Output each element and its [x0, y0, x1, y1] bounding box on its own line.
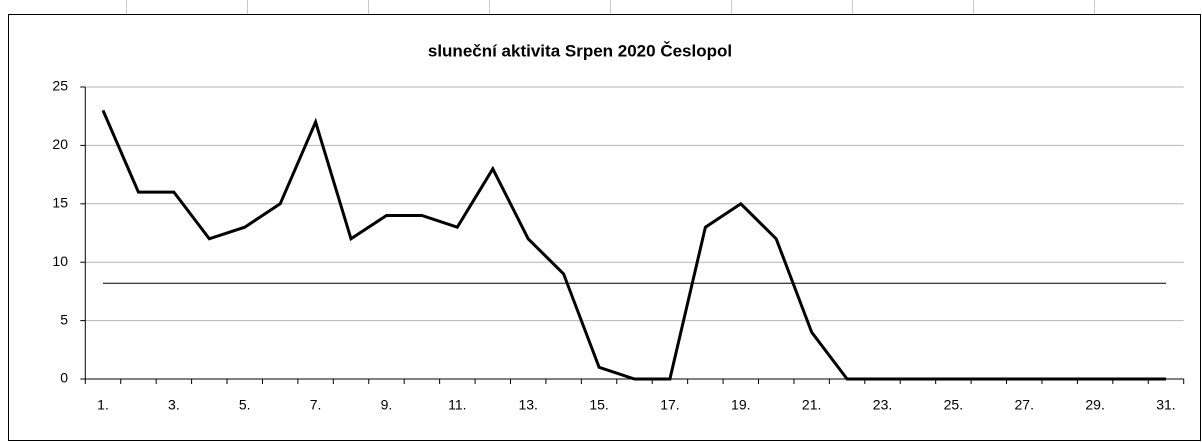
x-tick-label: 15.: [589, 397, 608, 413]
x-tick-label: 27.: [1015, 397, 1034, 413]
y-tick-label: 0: [60, 370, 68, 386]
x-tick-label: 23.: [873, 397, 892, 413]
y-tick-label: 10: [52, 253, 68, 269]
x-tick-label: 29.: [1085, 397, 1104, 413]
y-tick-label: 15: [52, 195, 68, 211]
x-tick-label: 7.: [310, 397, 322, 413]
x-tick-label: 9.: [381, 397, 393, 413]
x-tick-label: 17.: [660, 397, 679, 413]
y-tick-label: 20: [52, 136, 68, 152]
x-tick-label: 5.: [239, 397, 251, 413]
x-tick-label: 19.: [731, 397, 750, 413]
x-tick-label: 25.: [944, 397, 963, 413]
chart-frame: [8, 14, 1201, 441]
x-tick-label: 11.: [448, 397, 466, 413]
data-line: [101, 109, 1166, 381]
x-tick-label: 13.: [518, 397, 537, 413]
x-tick-label: 21.: [802, 397, 821, 413]
x-tick-label: 1.: [97, 397, 109, 413]
x-tick-label: 31.: [1156, 397, 1175, 413]
sheet-grid: [126, 0, 1095, 14]
x-tick-label: 3.: [168, 397, 180, 413]
chart-title: sluneční aktivita Srpen 2020 Česlopol: [428, 41, 732, 60]
y-tick-label: 25: [52, 78, 68, 94]
y-tick-label: 5: [60, 311, 68, 327]
